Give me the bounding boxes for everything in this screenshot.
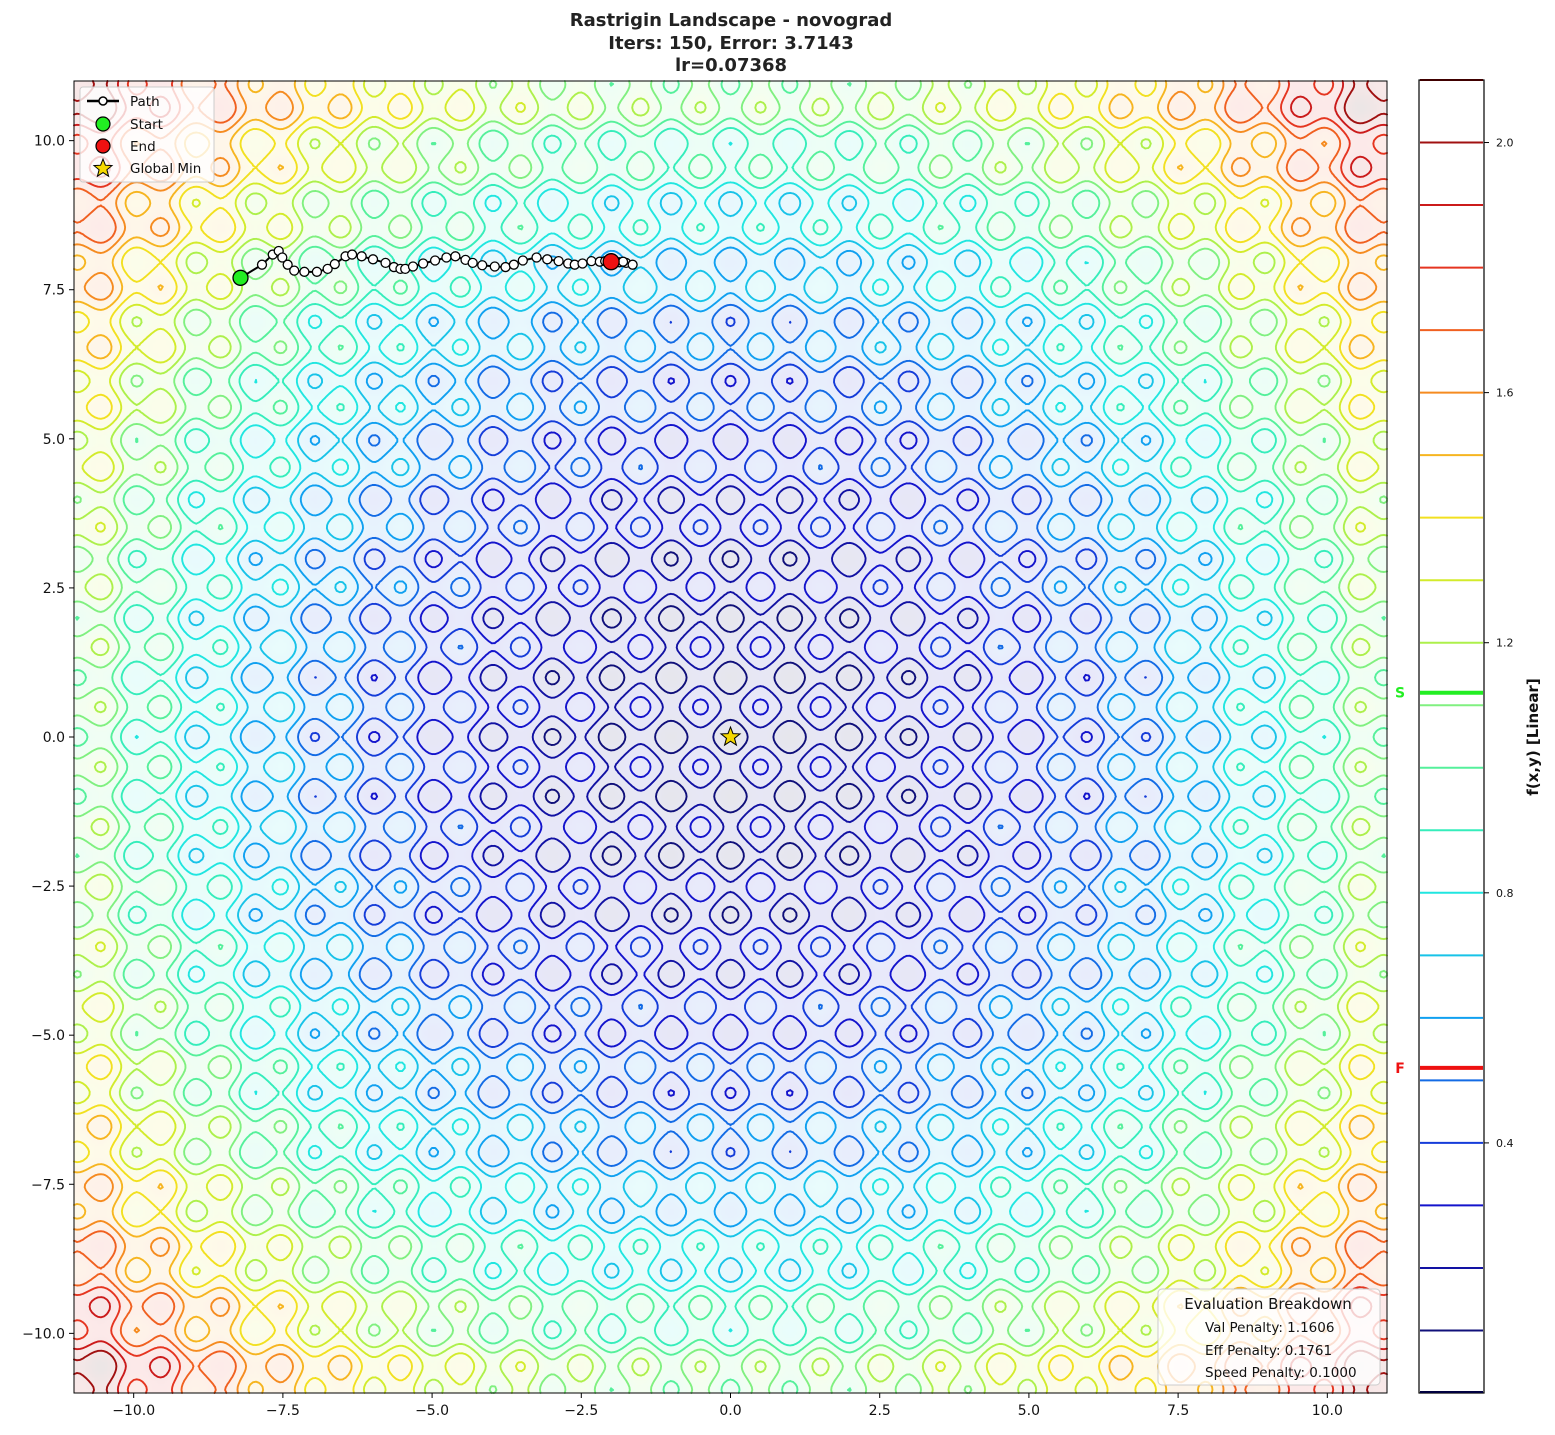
x-tick-label: −7.5 <box>266 1403 300 1419</box>
speed-penalty: Speed Penalty: 0.1000 <box>1205 1365 1357 1381</box>
path-point <box>531 252 542 263</box>
path-point <box>489 261 500 272</box>
path-point <box>508 259 520 270</box>
contour-level-0.2 <box>478 485 983 989</box>
contour-level-0.8 <box>134 141 1327 1333</box>
path-point <box>627 259 638 270</box>
contour-level-0.7 <box>184 190 1277 1284</box>
colorbar-tick-label: 0.8 <box>1496 887 1514 900</box>
x-tick-label: 10.0 <box>1312 1403 1343 1419</box>
x-tick-label: 2.5 <box>869 1403 891 1419</box>
legend-start-marker <box>95 116 111 132</box>
contour-level-0.1 <box>543 550 918 924</box>
y-tick-label: −2.5 <box>31 879 65 895</box>
colorbar: 0.4 0.8 1.2 1.6 2.0 S F <box>1395 79 1514 1394</box>
legend-path-marker <box>98 96 108 106</box>
val-penalty: Val Penalty: 1.1606 <box>1205 1320 1334 1336</box>
global-min-star-icon <box>719 725 742 747</box>
legend-path-label: Path <box>130 94 160 110</box>
x-tick-label: 0.0 <box>719 1403 741 1419</box>
contour-level-0.9 <box>119 126 1342 1348</box>
x-axis: −10.0 −7.5 −5.0 −2.5 0.0 2.5 5.0 7.5 10.0 <box>112 1393 1343 1419</box>
legend-global-min-label: Global Min <box>130 161 201 177</box>
path-point <box>346 249 358 260</box>
evaluation-title: Evaluation Breakdown <box>1184 1295 1352 1313</box>
path-point <box>441 252 452 263</box>
x-tick-label: 5.0 <box>1018 1403 1040 1419</box>
colorbar-label: f(x,y) [Linear] <box>1524 678 1542 795</box>
eff-penalty: Eff Penalty: 0.1761 <box>1205 1343 1332 1359</box>
path-point <box>407 261 419 272</box>
chart-title-line3: lr=0.07368 <box>675 55 787 76</box>
x-tick-label: −5.0 <box>415 1403 449 1419</box>
path-point <box>356 251 367 262</box>
legend: Path Start End Global Min <box>79 86 215 183</box>
y-tick-label: 0.0 <box>43 730 65 746</box>
path-point <box>542 254 553 265</box>
legend-end-label: End <box>130 139 156 155</box>
colorbar-tick-label: 0.4 <box>1496 1137 1514 1150</box>
y-tick-label: −7.5 <box>31 1177 65 1193</box>
contour-level-0.4 <box>309 316 1152 1158</box>
colorbar-final-marker-label: F <box>1395 1061 1405 1077</box>
legend-start-label: Start <box>130 117 163 133</box>
path-point <box>380 257 391 269</box>
path-point <box>282 259 293 270</box>
path-point <box>517 255 528 266</box>
path-point <box>586 255 597 267</box>
colorbar-start-marker-label: S <box>1395 686 1405 702</box>
evaluation-breakdown: Evaluation Breakdown Val Penalty: 1.1606… <box>1157 1288 1381 1386</box>
path-point <box>477 260 488 271</box>
colorbar-frame <box>1418 79 1485 1394</box>
path-point <box>289 265 300 276</box>
chart-title-line1: Rastrigin Landscape - novograd <box>570 10 893 31</box>
colorbar-tick-label: 1.6 <box>1496 387 1514 400</box>
y-axis: −10.0 −7.5 −5.0 −2.5 0.0 2.5 5.0 7.5 10.0 <box>22 134 74 1342</box>
start-marker <box>232 269 249 286</box>
contour-level-0.5 <box>297 303 1164 1171</box>
path-point <box>277 252 288 263</box>
y-tick-label: −5.0 <box>31 1028 65 1044</box>
path-point <box>311 266 323 277</box>
path-point <box>467 257 478 269</box>
y-tick-label: 5.0 <box>43 432 65 448</box>
path-point <box>367 254 379 265</box>
x-tick-label: −2.5 <box>564 1403 598 1419</box>
contour-level-1.2 <box>73 80 1388 1394</box>
path-point <box>553 255 564 267</box>
path-point <box>417 258 429 269</box>
legend-star-icon <box>92 157 114 178</box>
x-tick-label: −10.0 <box>112 1403 155 1419</box>
path-point <box>617 256 629 267</box>
chart-title-line2: Iters: 150, Error: 3.7143 <box>608 33 853 54</box>
end-marker <box>602 253 620 271</box>
y-tick-label: 2.5 <box>43 581 65 597</box>
y-tick-label: 10.0 <box>34 134 65 150</box>
contour-level-1.3 <box>73 80 1388 1394</box>
path-point <box>299 266 310 277</box>
y-tick-label: 7.5 <box>43 283 65 299</box>
colorbar-tick-label: 2.0 <box>1496 137 1514 150</box>
legend-end-marker <box>95 138 111 154</box>
path-point <box>322 263 333 275</box>
x-tick-label: 7.5 <box>1167 1403 1189 1419</box>
path-point <box>500 261 511 273</box>
path-point <box>256 259 268 270</box>
contour-level-0.3 <box>368 374 1093 1100</box>
contour-lines <box>73 80 1388 1394</box>
y-tick-label: −10.0 <box>22 1326 65 1342</box>
contour-level-1.1 <box>73 80 1388 1394</box>
path-point <box>450 251 461 262</box>
contour-level-0.6 <box>239 246 1222 1228</box>
path-point <box>329 258 340 270</box>
path-point <box>429 255 441 266</box>
contour-level-1.6 <box>73 80 1388 1394</box>
path-point <box>577 258 588 269</box>
colorbar-tick-label: 1.2 <box>1496 637 1514 650</box>
optimizer-path <box>232 245 742 747</box>
contour-level-1.5 <box>73 80 1388 1394</box>
